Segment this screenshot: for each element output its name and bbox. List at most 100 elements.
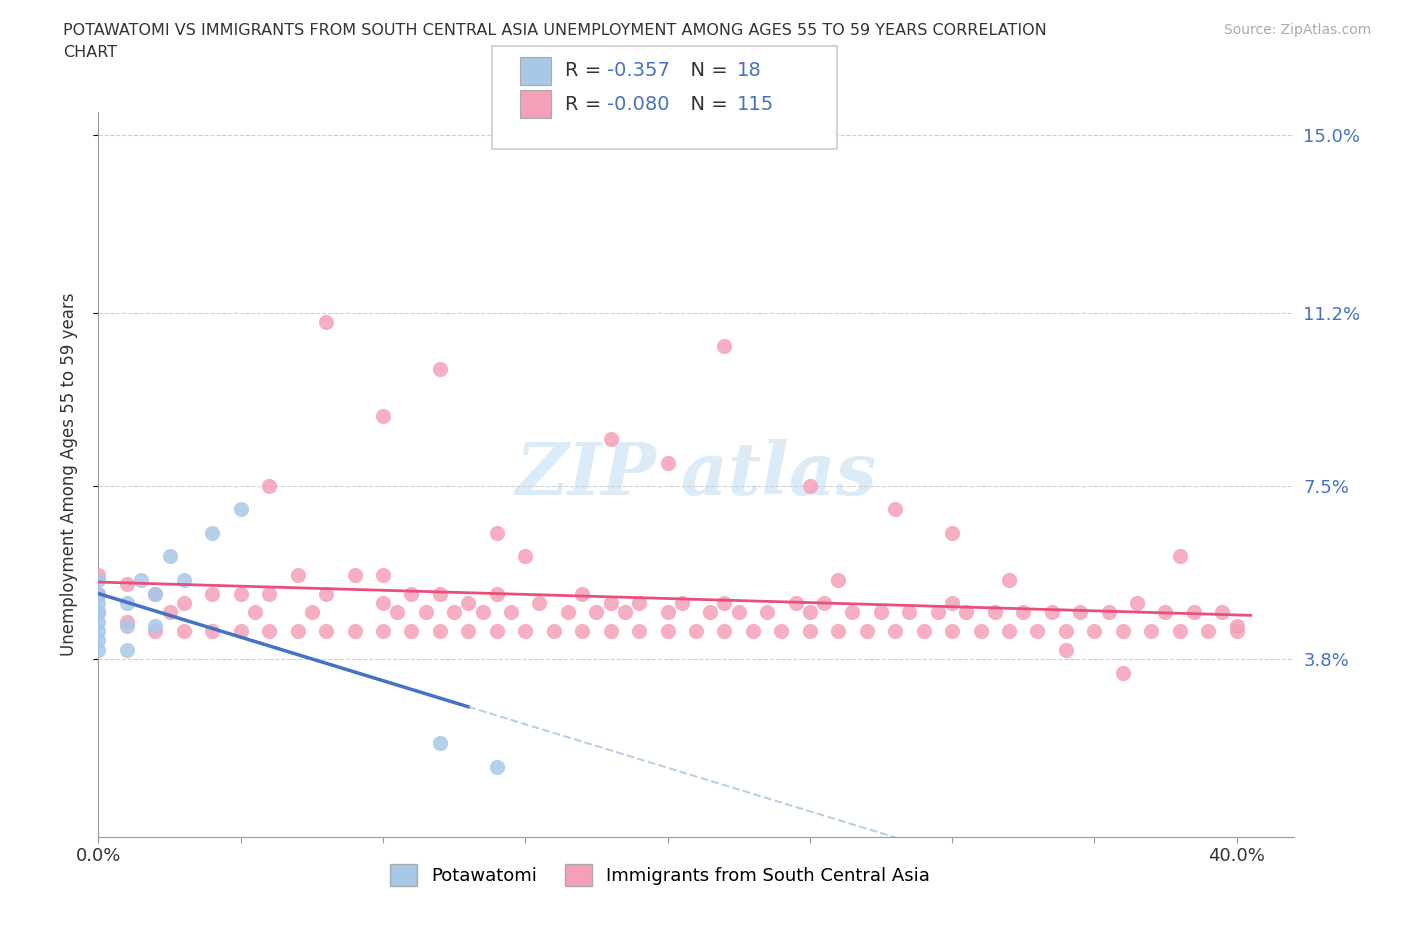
Point (941, 595, 963, 610)
Point (1112, 624, 1135, 639)
Point (485, 624, 508, 639)
Text: Source: ZipAtlas.com: Source: ZipAtlas.com (1223, 23, 1371, 37)
Point (229, 502, 252, 517)
Point (471, 604, 494, 619)
Point (1012, 604, 1035, 619)
Text: ZIP atlas: ZIP atlas (516, 439, 876, 510)
Point (301, 604, 323, 619)
Point (87, 604, 110, 619)
Point (87, 595, 110, 610)
Point (998, 624, 1021, 639)
Point (401, 624, 423, 639)
Y-axis label: Unemployment Among Ages 55 to 59 years: Unemployment Among Ages 55 to 59 years (59, 293, 77, 656)
Point (571, 624, 593, 639)
Point (941, 624, 963, 639)
Point (243, 604, 266, 619)
Point (115, 619, 138, 634)
Point (613, 604, 636, 619)
Point (143, 619, 166, 634)
Text: -0.357: -0.357 (607, 61, 671, 80)
Point (599, 624, 621, 639)
Point (571, 586, 593, 601)
Point (159, 604, 181, 619)
Point (229, 586, 252, 601)
Point (315, 586, 337, 601)
Point (1168, 549, 1191, 564)
Point (87, 572, 110, 587)
Point (671, 595, 693, 610)
Text: 18: 18 (737, 61, 762, 80)
Point (969, 624, 991, 639)
Point (499, 604, 522, 619)
Point (515, 549, 537, 564)
Text: POTAWATOMI VS IMMIGRANTS FROM SOUTH CENTRAL ASIA UNEMPLOYMENT AMONG AGES 55 TO 5: POTAWATOMI VS IMMIGRANTS FROM SOUTH CENT… (63, 23, 1047, 38)
Point (201, 586, 224, 601)
Point (984, 604, 1007, 619)
Point (429, 586, 451, 601)
Point (1154, 604, 1177, 619)
Point (927, 604, 949, 619)
Point (371, 624, 394, 639)
Point (257, 624, 280, 639)
Point (884, 502, 907, 517)
Point (770, 624, 793, 639)
Point (1226, 619, 1249, 634)
Point (87, 643, 110, 658)
Point (415, 604, 437, 619)
Point (315, 624, 337, 639)
Point (912, 624, 935, 639)
Point (443, 604, 465, 619)
Point (115, 615, 138, 630)
Point (713, 339, 735, 353)
Legend: Potawatomi, Immigrants from South Central Asia: Potawatomi, Immigrants from South Centra… (382, 857, 938, 893)
Point (1140, 624, 1163, 639)
Point (371, 595, 394, 610)
Point (485, 760, 508, 775)
Point (599, 432, 621, 446)
Point (529, 595, 551, 610)
Point (657, 455, 679, 470)
Point (741, 624, 763, 639)
Point (955, 604, 977, 619)
Point (485, 586, 508, 601)
Text: CHART: CHART (63, 45, 117, 60)
Point (1112, 666, 1135, 681)
Point (543, 624, 565, 639)
Point (713, 624, 735, 639)
Point (229, 624, 252, 639)
Point (628, 595, 651, 610)
Point (257, 586, 280, 601)
Point (628, 624, 651, 639)
Point (385, 604, 409, 619)
Point (870, 604, 893, 619)
Point (685, 624, 707, 639)
Point (1083, 624, 1105, 639)
Point (1126, 595, 1149, 610)
Point (143, 586, 166, 601)
Point (173, 624, 195, 639)
Point (1226, 624, 1249, 639)
Text: R =: R = (565, 61, 607, 80)
Point (799, 624, 821, 639)
Point (1168, 624, 1191, 639)
Point (87, 615, 110, 630)
Point (87, 567, 110, 582)
Point (485, 525, 508, 540)
Text: R =: R = (565, 95, 607, 113)
Point (315, 314, 337, 329)
Point (727, 604, 749, 619)
Point (429, 624, 451, 639)
Point (1097, 604, 1119, 619)
Point (1054, 624, 1077, 639)
Point (585, 604, 607, 619)
Point (941, 525, 963, 540)
Point (1182, 604, 1205, 619)
Point (841, 604, 863, 619)
Text: 115: 115 (737, 95, 773, 113)
Point (1197, 624, 1219, 639)
Point (799, 604, 821, 619)
Point (115, 595, 138, 610)
Point (1040, 604, 1063, 619)
Point (287, 567, 309, 582)
Point (143, 624, 166, 639)
